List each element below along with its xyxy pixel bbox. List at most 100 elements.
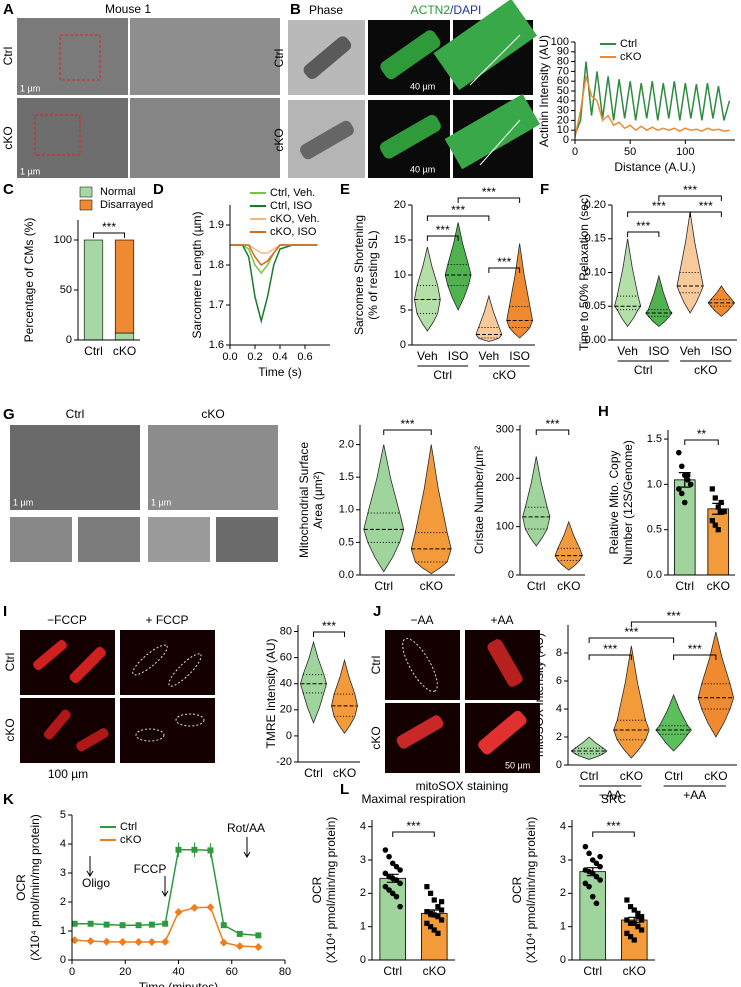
x-tick-label: 0.2 — [247, 351, 262, 363]
em-image — [10, 425, 140, 510]
data-line — [574, 76, 730, 138]
bar-segment — [83, 239, 104, 341]
violin — [676, 211, 704, 314]
y-tick-label: 3 — [60, 867, 66, 879]
significance-bracket — [457, 197, 521, 203]
column-label: ACTN2/DAPI — [411, 3, 482, 17]
panel-letter: K — [3, 791, 14, 808]
significance-bracket — [627, 231, 660, 237]
data-point — [439, 917, 445, 923]
y-axis-label: Sarcomere Length (µm) — [190, 212, 204, 339]
scale-bar-label: 40 µm — [410, 164, 435, 174]
x-axis-label: Time (minutes) — [139, 980, 219, 987]
data-line — [230, 244, 318, 266]
y-tick-label: 100 — [54, 234, 72, 246]
data-point — [236, 930, 243, 937]
data-point — [397, 903, 403, 910]
significance-bracket — [426, 215, 490, 221]
data-point — [684, 472, 691, 479]
data-point — [678, 463, 685, 470]
significance-label: *** — [624, 625, 638, 639]
data-point — [382, 847, 389, 853]
y-axis-label: Mitochondrial Surface — [297, 442, 311, 558]
data-point — [206, 903, 215, 912]
data-point — [721, 508, 727, 515]
data-point — [715, 527, 721, 533]
significance-bracket — [426, 235, 459, 241]
y-tick-label: 40 — [280, 678, 292, 690]
data-point — [639, 917, 645, 923]
x-tick-label: ISO — [509, 349, 530, 363]
bar — [673, 479, 696, 576]
y-tick-label: 0.05 — [585, 300, 606, 312]
data-point — [589, 857, 596, 863]
legend-label: cKO — [120, 834, 142, 846]
significance-bracket — [689, 211, 722, 217]
x-tick-label: 80 — [279, 966, 291, 978]
y-tick-label: 0.15 — [585, 233, 606, 245]
y-axis-label: Area (µm²) — [311, 471, 325, 529]
data-point — [235, 942, 244, 951]
data-point — [635, 910, 641, 916]
profile-line — [469, 34, 521, 86]
y-tick-label: 2 — [560, 887, 566, 899]
data-point — [86, 937, 95, 946]
y-tick-label: 0 — [286, 730, 292, 742]
x-tick-label: 0 — [69, 966, 75, 978]
y-tick-label: 100 — [551, 36, 569, 48]
data-point — [593, 900, 600, 907]
y-tick-label: 20 — [394, 199, 406, 211]
legend-label: Ctrl, Veh. — [270, 187, 315, 199]
y-tick-label: 4 — [60, 838, 66, 850]
cell — [300, 120, 354, 160]
legend-label: Normal — [100, 186, 135, 198]
violin — [522, 456, 551, 547]
significance-label: *** — [636, 219, 650, 233]
significance-bracket — [488, 267, 521, 273]
chart-title: SRC — [601, 792, 627, 806]
y-tick-label: 80 — [280, 625, 292, 637]
data-point — [435, 904, 441, 910]
x-tick-label: Ctrl — [527, 579, 546, 593]
data-point — [219, 938, 228, 947]
x-tick-label: Veh — [680, 344, 701, 358]
significance-bracket — [684, 439, 719, 445]
violin — [655, 693, 692, 752]
data-point — [712, 495, 718, 501]
y-tick-label: 0.20 — [585, 199, 606, 211]
data-point — [389, 890, 396, 897]
data-point — [147, 938, 156, 947]
data-point — [635, 914, 641, 920]
y-tick-label: 70 — [557, 65, 569, 77]
em-zoom — [216, 517, 278, 562]
x-tick-label: Veh — [617, 344, 638, 358]
y-tick-label: 3 — [560, 854, 566, 866]
y-tick-label: 40 — [557, 95, 569, 107]
x-tick-label: cKO — [423, 964, 446, 978]
data-point — [427, 890, 434, 896]
data-point — [431, 897, 437, 903]
error-bar — [586, 867, 599, 877]
y-tick-label: 2 — [60, 896, 66, 908]
violin — [363, 444, 405, 573]
y-tick-label: 1.0 — [647, 478, 662, 490]
y-tick-label: 60 — [280, 652, 292, 664]
panel-letter: H — [598, 403, 609, 420]
row-label: Ctrl — [369, 656, 383, 675]
data-point — [162, 920, 169, 927]
cell-outline — [175, 713, 205, 727]
data-point — [684, 477, 691, 483]
y-tick-label: 4 — [556, 703, 562, 715]
violin — [707, 285, 736, 317]
y-tick-label: 0 — [560, 954, 566, 966]
data-point — [597, 853, 603, 860]
x-tick-label: cKO — [333, 766, 356, 780]
data-point — [709, 518, 715, 524]
legend-swatch — [79, 199, 93, 211]
x-tick-label: cKO — [623, 964, 646, 978]
data-point — [397, 880, 403, 887]
y-tick-label: 0.0 — [339, 569, 354, 581]
data-point — [393, 863, 400, 870]
violin — [300, 640, 327, 724]
significance-label: ** — [697, 427, 707, 441]
